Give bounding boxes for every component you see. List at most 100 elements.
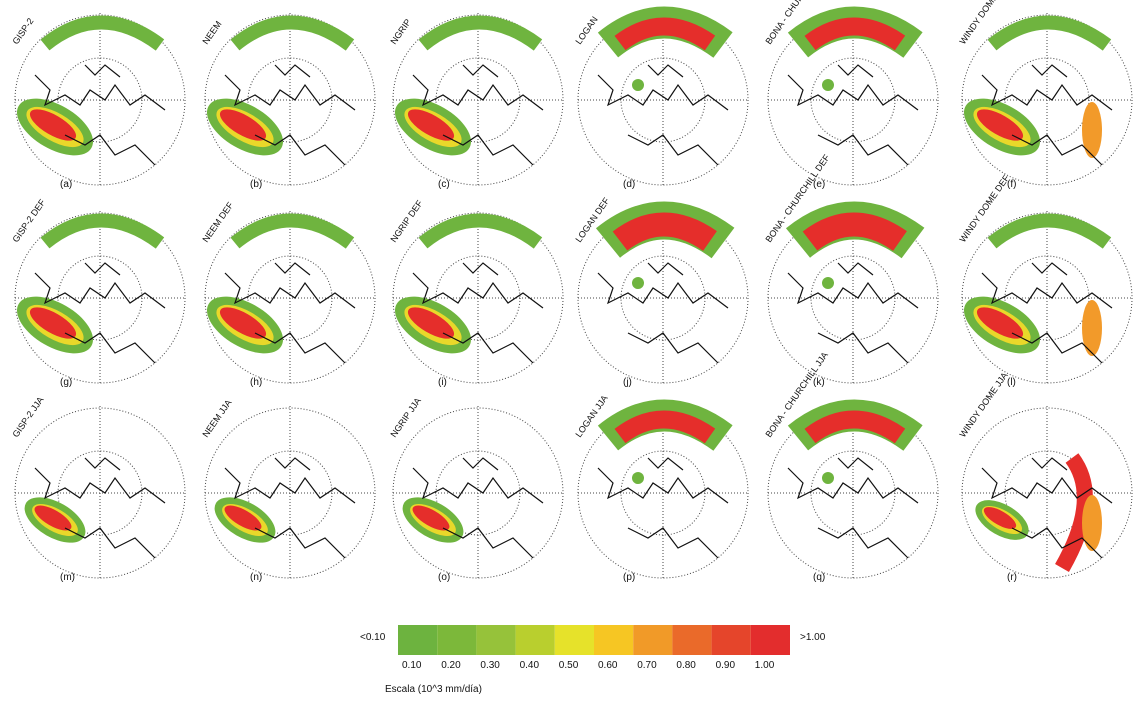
map-panel: NGRIP DEF(i)	[388, 198, 564, 388]
precip-area	[34, 505, 72, 531]
panel-letter: (o)	[438, 572, 450, 583]
colorbar-swatch	[398, 625, 438, 655]
map-panel: NEEM JJA (n)	[200, 398, 376, 583]
precip-area	[412, 505, 450, 531]
colorbar-swatch	[476, 625, 516, 655]
latitude-circle	[204, 212, 376, 384]
map-panel: LOGAN DEF(j)	[573, 195, 749, 388]
map-panel: GISP-2 JJA(m)	[10, 395, 186, 583]
panel-letter: (r)	[1007, 572, 1017, 583]
precip-area	[612, 212, 717, 252]
precip-area	[1055, 453, 1093, 572]
map-panel: GISP-2 (a)	[10, 13, 186, 190]
colorbar-label: 0.10	[402, 660, 422, 671]
precip-area	[632, 277, 644, 289]
colorbar-swatch	[437, 625, 477, 655]
coastline	[412, 64, 544, 166]
precip-area	[224, 505, 262, 531]
map-panel: WINDY DOME JJA (r)	[957, 370, 1133, 583]
precip-area	[230, 213, 355, 249]
coastline	[412, 457, 544, 559]
precip-area	[40, 15, 165, 51]
colorbar-above-label: >1.00	[800, 632, 826, 643]
precip-area	[614, 410, 716, 444]
colorbar-label: 0.50	[559, 660, 579, 671]
map-panel: NGRIP JJA(o)	[388, 396, 564, 583]
precip-area	[418, 213, 543, 249]
latitude-circle	[14, 212, 186, 384]
coastline	[981, 262, 1113, 364]
coastline	[224, 262, 356, 364]
coastline	[34, 457, 166, 559]
colorbar-below-label: <0.10	[360, 632, 386, 643]
colorbar-swatch	[554, 625, 594, 655]
panel-letter: (n)	[250, 572, 262, 583]
coastline	[787, 262, 919, 364]
coastline	[224, 457, 356, 559]
panel-title: GISP-2	[10, 16, 35, 46]
colorbar-label: 0.90	[716, 660, 736, 671]
coastline	[597, 457, 729, 559]
panel-letter: (g)	[60, 377, 72, 388]
panel-title: NEEM JJA	[200, 398, 233, 439]
coastline	[981, 457, 1113, 559]
precip-area	[219, 307, 267, 339]
map-panel: BONA - CHURCHILL DEF(k)	[763, 152, 939, 388]
panel-letter: (m)	[60, 572, 75, 583]
precip-area	[1082, 300, 1102, 356]
colorbar-swatch	[672, 625, 712, 655]
map-panel: NEEM (b)	[200, 13, 376, 190]
panel-letter: (p)	[623, 572, 635, 583]
panel-letter: (e)	[813, 179, 825, 190]
precip-area	[614, 17, 716, 51]
coastline	[597, 64, 729, 166]
coastline	[787, 457, 919, 559]
colorbar-swatch	[594, 625, 634, 655]
colorbar-label: 0.70	[637, 660, 657, 671]
colorbar-swatch	[750, 625, 790, 655]
colorbar-title: Escala (10^3 mm/día)	[385, 684, 482, 695]
latitude-circle	[14, 407, 186, 579]
precip-area	[804, 17, 906, 51]
latitude-circle	[204, 407, 376, 579]
panel-letter: (f)	[1007, 179, 1016, 190]
precip-area	[987, 213, 1112, 249]
panel-title: NGRIP	[388, 17, 413, 46]
panel-letter: (a)	[60, 179, 72, 190]
precip-area	[802, 212, 907, 252]
map-panel: NEEM DEF(h)	[200, 200, 376, 388]
precip-area	[822, 79, 834, 91]
colorbar-swatch	[515, 625, 555, 655]
panel-letter: (c)	[438, 179, 450, 190]
coastline	[224, 64, 356, 166]
coastline	[597, 262, 729, 364]
precip-area	[1082, 495, 1102, 551]
precip-area	[632, 79, 644, 91]
precip-area	[976, 109, 1024, 141]
precip-area	[29, 109, 77, 141]
latitude-circle	[392, 212, 564, 384]
precip-area	[804, 410, 906, 444]
precip-area	[822, 472, 834, 484]
latitude-circle	[14, 14, 186, 186]
precip-area	[40, 213, 165, 249]
precip-area	[987, 15, 1112, 51]
panel-title: NEEM	[200, 19, 223, 46]
panel-letter: (l)	[1007, 377, 1016, 388]
precip-area	[632, 472, 644, 484]
colorbar-label: 0.40	[520, 660, 540, 671]
precip-area	[230, 15, 355, 51]
colorbar-label: 0.60	[598, 660, 618, 671]
colorbar-label: 1.00	[755, 660, 775, 671]
panel-letter: (b)	[250, 179, 262, 190]
colorbar-label: 0.80	[676, 660, 696, 671]
precip-area	[1082, 102, 1102, 158]
map-panel: WINDY DOME DEF(l)	[957, 173, 1133, 388]
map-panel: GISP-2 DEF(g)	[10, 197, 186, 388]
map-panel: LOGAN (d)	[573, 6, 749, 190]
precip-area	[418, 15, 543, 51]
panel-title: LOGAN	[573, 15, 599, 47]
colorbar-swatch	[711, 625, 751, 655]
map-panel: BONA - CHURCHILL(e)	[763, 0, 939, 190]
